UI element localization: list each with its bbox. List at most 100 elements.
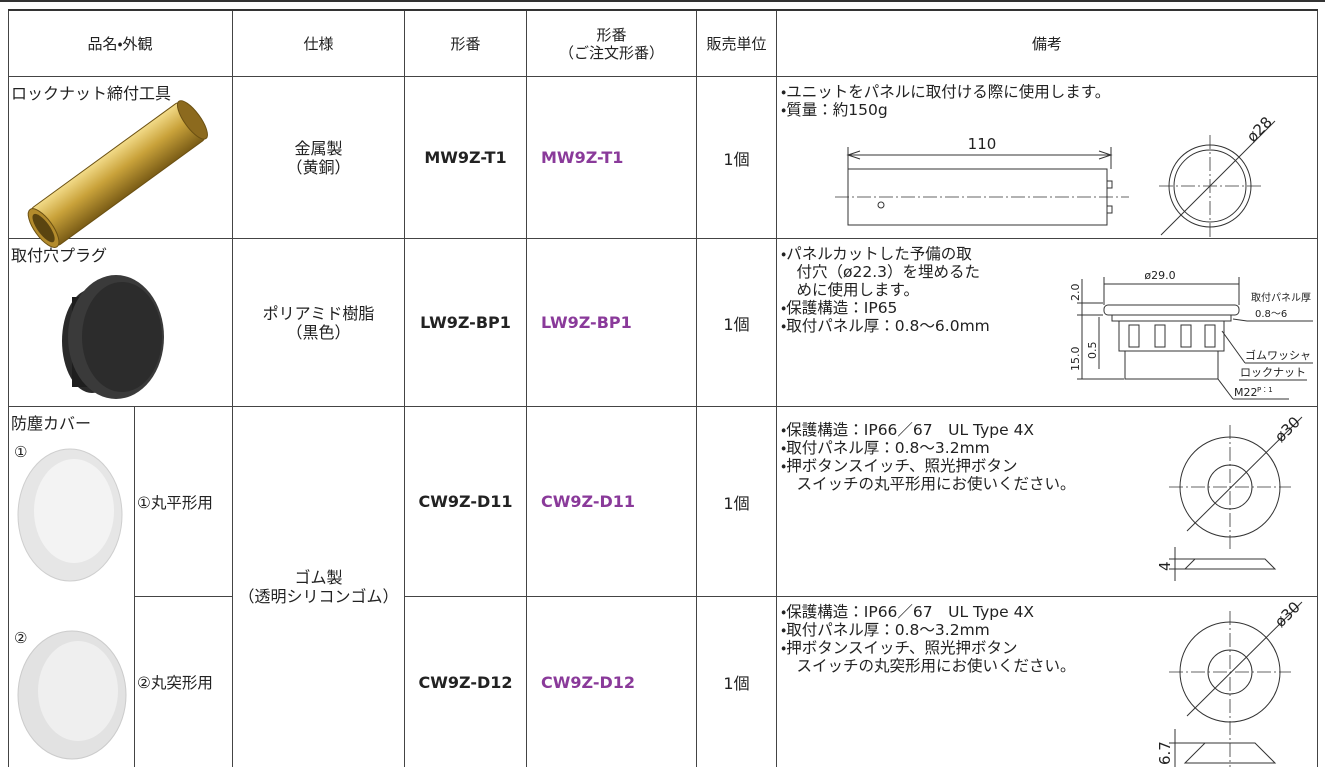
callout-label: ロックナット (1240, 366, 1306, 379)
variant-marker: ① (14, 443, 28, 461)
remark-line: ・取付パネル厚：0.8〜3.2mm (781, 621, 990, 639)
dimension-line (1186, 416, 1303, 532)
remark-line: ・パネルカットした予備の取 (781, 245, 972, 263)
model-cell: CW9Z-D12 (405, 597, 527, 767)
remark-line: ・保護構造：IP66／67 UL Type 4X (781, 421, 1035, 439)
callout-label: ゴムワッシャ (1245, 348, 1311, 362)
remarks: ・保護構造：IP66／67 UL Type 4X ・取付パネル厚：0.8〜3.2m… (781, 603, 1076, 675)
remarks-cell: ・保護構造：IP66／67 UL Type 4X ・取付パネル厚：0.8〜3.2m… (777, 407, 1318, 597)
model-text: CW9Z-D12 (418, 672, 513, 692)
callout-label: M22 (1234, 386, 1258, 399)
header-cell: 形番 （ご注文形番） (527, 11, 697, 77)
end-view (1173, 149, 1247, 223)
dimension-label: 4 (1156, 561, 1174, 571)
unit-cell: 1個 (697, 407, 777, 597)
model-text: CW9Z-D11 (418, 492, 513, 511)
unit-cell: 1個 (697, 239, 777, 407)
remark-line: 付穴（ø22.3）を埋めるた (781, 263, 981, 281)
name-cell: ロックナット締付工具 (8, 77, 233, 248)
model-text: LW9Z-BP1 (420, 313, 511, 332)
header-text: 販売単位 (706, 34, 767, 53)
header-text: 仕様 (303, 34, 334, 53)
order-code-cell: CW9Z-D11 (527, 407, 697, 597)
hole (877, 201, 885, 209)
drawing: 110 ø28 (835, 113, 1276, 237)
unit-text: 1個 (723, 314, 750, 334)
cover-profile (1183, 742, 1277, 764)
dimension-label: ø30 (1271, 598, 1304, 631)
order-code-cell: CW9Z-D12 (527, 597, 697, 767)
remark-line: ・質量：約150g (781, 101, 888, 119)
tube (27, 100, 208, 248)
remarks: ・パネルカットした予備の取 付穴（ø22.3）を埋めるた めに使用します。 ・保護… (781, 245, 990, 335)
order-code-link: LW9Z-BP1 (541, 313, 632, 332)
unit-cell: 1個 (697, 597, 777, 767)
order-code-link: CW9Z-D11 (541, 492, 636, 511)
remark-line: ・押ボタンスイッチ、照光押ボタン (781, 457, 1018, 475)
type-cell: ①丸平形用 (135, 407, 233, 597)
dimension-label: 110 (968, 135, 997, 153)
leader (1217, 378, 1234, 400)
spec-text: ゴム製 (294, 568, 343, 587)
model-cell: CW9Z-D11 (405, 407, 527, 597)
name-cell: 防塵カバー ① ② (8, 407, 135, 767)
unit-text: 1個 (723, 493, 750, 513)
remark-line: ・取付パネル厚：0.8〜3.2mm (781, 439, 990, 457)
type-cell: ②丸突形用 (135, 597, 233, 767)
notch (1106, 205, 1113, 214)
tube-hole (32, 213, 55, 243)
cover-profile (1183, 558, 1277, 570)
product-image (27, 100, 208, 248)
unit-text: 1個 (723, 149, 750, 169)
type-text: ①丸平形用 (137, 493, 213, 512)
header-cell: 形番 (405, 11, 527, 77)
remarks-cell: ・ユニットをパネルに取付ける際に使用します。 ・質量：約150g 110 ø28 (777, 77, 1318, 239)
spec-text: （黒色） (286, 322, 351, 342)
header-text: （ご注文形番） (558, 43, 664, 62)
header-cell: 販売単位 (697, 11, 777, 77)
dimension-line (1186, 601, 1303, 717)
model-text: MW9Z-T1 (424, 148, 507, 167)
dimension-label: ø29.0 (1144, 269, 1175, 282)
header-text: 形番 (596, 25, 627, 44)
product-image (62, 275, 164, 399)
remark-line: ・ユニットをパネルに取付ける際に使用します。 (781, 83, 1111, 101)
product-name: ロックナット締付工具 (11, 84, 172, 103)
unit-text: 1個 (723, 674, 750, 693)
remarks-cell: ・パネルカットした予備の取 付穴（ø22.3）を埋めるた めに使用します。 ・保護… (777, 239, 1318, 407)
leader (1221, 330, 1246, 364)
callout-label: 取付パネル厚 (1251, 291, 1311, 304)
order-code-cell: MW9Z-T1 (527, 77, 697, 239)
leader (1232, 318, 1248, 322)
table-border (8, 10, 9, 767)
drawing: ø30 6.7 (1156, 598, 1304, 767)
remarks-cell: ・保護構造：IP66／67 UL Type 4X ・取付パネル厚：0.8〜3.2m… (777, 597, 1318, 767)
remarks: ・保護構造：IP66／67 UL Type 4X ・取付パネル厚：0.8〜3.2m… (781, 421, 1076, 493)
tube-body (31, 102, 205, 246)
drawing: ø30 4 (1156, 413, 1304, 581)
unit-cell: 1個 (697, 77, 777, 239)
rib (1128, 324, 1216, 348)
dimension-label: 6.7 (1156, 741, 1174, 765)
product-name: 防塵カバー (11, 414, 92, 433)
notch (1106, 180, 1113, 189)
variant-marker: ② (14, 629, 28, 647)
dimension-label: ø28 (1243, 113, 1276, 146)
spec-text: （黄銅） (286, 157, 351, 177)
order-code-cell: LW9Z-BP1 (527, 239, 697, 407)
header-text: 品名・外観 (87, 34, 153, 53)
plug-thread (1124, 350, 1219, 380)
header-cell: 備考 (777, 11, 1318, 77)
remark-line: ・取付パネル厚：0.8〜6.0mm (781, 317, 990, 335)
table-border (8, 9, 1318, 11)
cover-2-face (38, 641, 118, 741)
spec-text: 金属製 (294, 138, 343, 158)
remark-line: スイッチの丸平形用にお使いください。 (781, 475, 1076, 493)
name-cell: 取付穴プラグ (8, 239, 233, 407)
plug-cap (1103, 304, 1240, 316)
spec-cell: 金属製 （黄銅） (233, 77, 405, 239)
dimension-label: 15.0 (1069, 347, 1082, 372)
